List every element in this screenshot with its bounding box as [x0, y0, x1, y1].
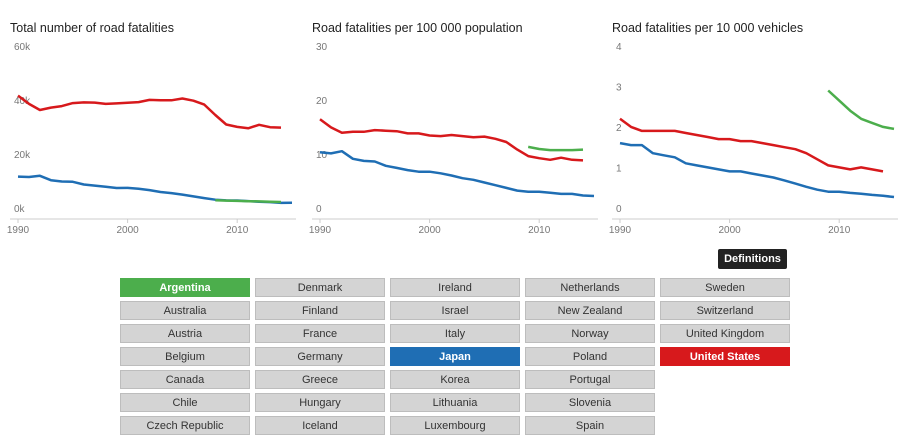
y-tick-label: 20k [14, 150, 31, 161]
x-tick-label: 2010 [226, 225, 249, 236]
x-tick-label: 2000 [116, 225, 139, 236]
country-button[interactable]: Italy [390, 324, 520, 343]
series-line [619, 117, 884, 173]
x-tick-label: 1990 [609, 225, 632, 236]
country-button[interactable]: Israel [390, 301, 520, 320]
series-line [319, 118, 584, 162]
y-tick-label: 10 [316, 150, 328, 161]
series-line [17, 94, 282, 130]
country-button[interactable]: Australia [120, 301, 250, 320]
y-tick-label: 1 [616, 164, 622, 175]
chart-title: Road fatalities per 100 000 population [312, 21, 523, 35]
y-tick-label: 20 [316, 96, 328, 107]
series-line [319, 149, 595, 198]
series-line [17, 174, 293, 205]
y-tick-label: 40k [14, 96, 31, 107]
country-button[interactable]: Slovenia [525, 393, 655, 412]
country-button[interactable]: Sweden [660, 278, 790, 297]
y-tick-label: 0k [14, 204, 26, 215]
x-tick-label: 2010 [528, 225, 551, 236]
country-button[interactable]: Czech Republic [120, 416, 250, 435]
charts: Total number of road fatalities 0k 20k 40k 6… [7, 21, 898, 236]
series-line [215, 199, 282, 204]
country-button[interactable]: Belgium [120, 347, 250, 366]
chart-title: Total number of road fatalities [10, 21, 174, 35]
country-button[interactable]: Greece [255, 370, 385, 389]
country-button[interactable]: New Zealand [525, 301, 655, 320]
country-button[interactable]: Germany [255, 347, 385, 366]
x-tick-label: 2000 [418, 225, 441, 236]
y-tick-label: 4 [616, 42, 622, 53]
x-tick-label: 1990 [309, 225, 332, 236]
y-tick-label: 0 [316, 204, 322, 215]
y-tick-label: 2 [616, 123, 622, 134]
country-button[interactable]: Portugal [525, 370, 655, 389]
series-line [619, 141, 895, 199]
chart-title: Road fatalities per 10 000 vehicles [612, 21, 803, 35]
country-button[interactable]: Iceland [255, 416, 385, 435]
x-tick-label: 1990 [7, 225, 30, 236]
country-button[interactable]: Finland [255, 301, 385, 320]
y-tick-label: 60k [14, 42, 31, 53]
country-button[interactable]: Chile [120, 393, 250, 412]
definitions-button[interactable]: Definitions [718, 249, 787, 269]
y-tick-label: 0 [616, 204, 622, 215]
country-button[interactable]: Poland [525, 347, 655, 366]
country-button[interactable]: France [255, 324, 385, 343]
y-tick-label: 3 [616, 83, 622, 94]
country-button[interactable]: Canada [120, 370, 250, 389]
country-button[interactable]: Denmark [255, 278, 385, 297]
country-button[interactable]: Austria [120, 324, 250, 343]
country-button[interactable]: Norway [525, 324, 655, 343]
country-button[interactable]: Japan [390, 347, 520, 366]
series-line [527, 145, 584, 152]
country-button[interactable]: Spain [525, 416, 655, 435]
y-tick-label: 30 [316, 42, 328, 53]
x-tick-label: 2000 [718, 225, 741, 236]
x-tick-label: 2010 [828, 225, 851, 236]
country-button[interactable]: Ireland [390, 278, 520, 297]
country-button[interactable]: Lithuania [390, 393, 520, 412]
country-button[interactable]: Netherlands [525, 278, 655, 297]
country-button[interactable]: United States [660, 347, 790, 366]
series-line [827, 89, 895, 131]
country-button[interactable]: Switzerland [660, 301, 790, 320]
country-button[interactable]: Luxembourg [390, 416, 520, 435]
country-button[interactable]: United Kingdom [660, 324, 790, 343]
country-button[interactable]: Korea [390, 370, 520, 389]
country-button[interactable]: Hungary [255, 393, 385, 412]
country-button[interactable]: Argentina [120, 278, 250, 297]
